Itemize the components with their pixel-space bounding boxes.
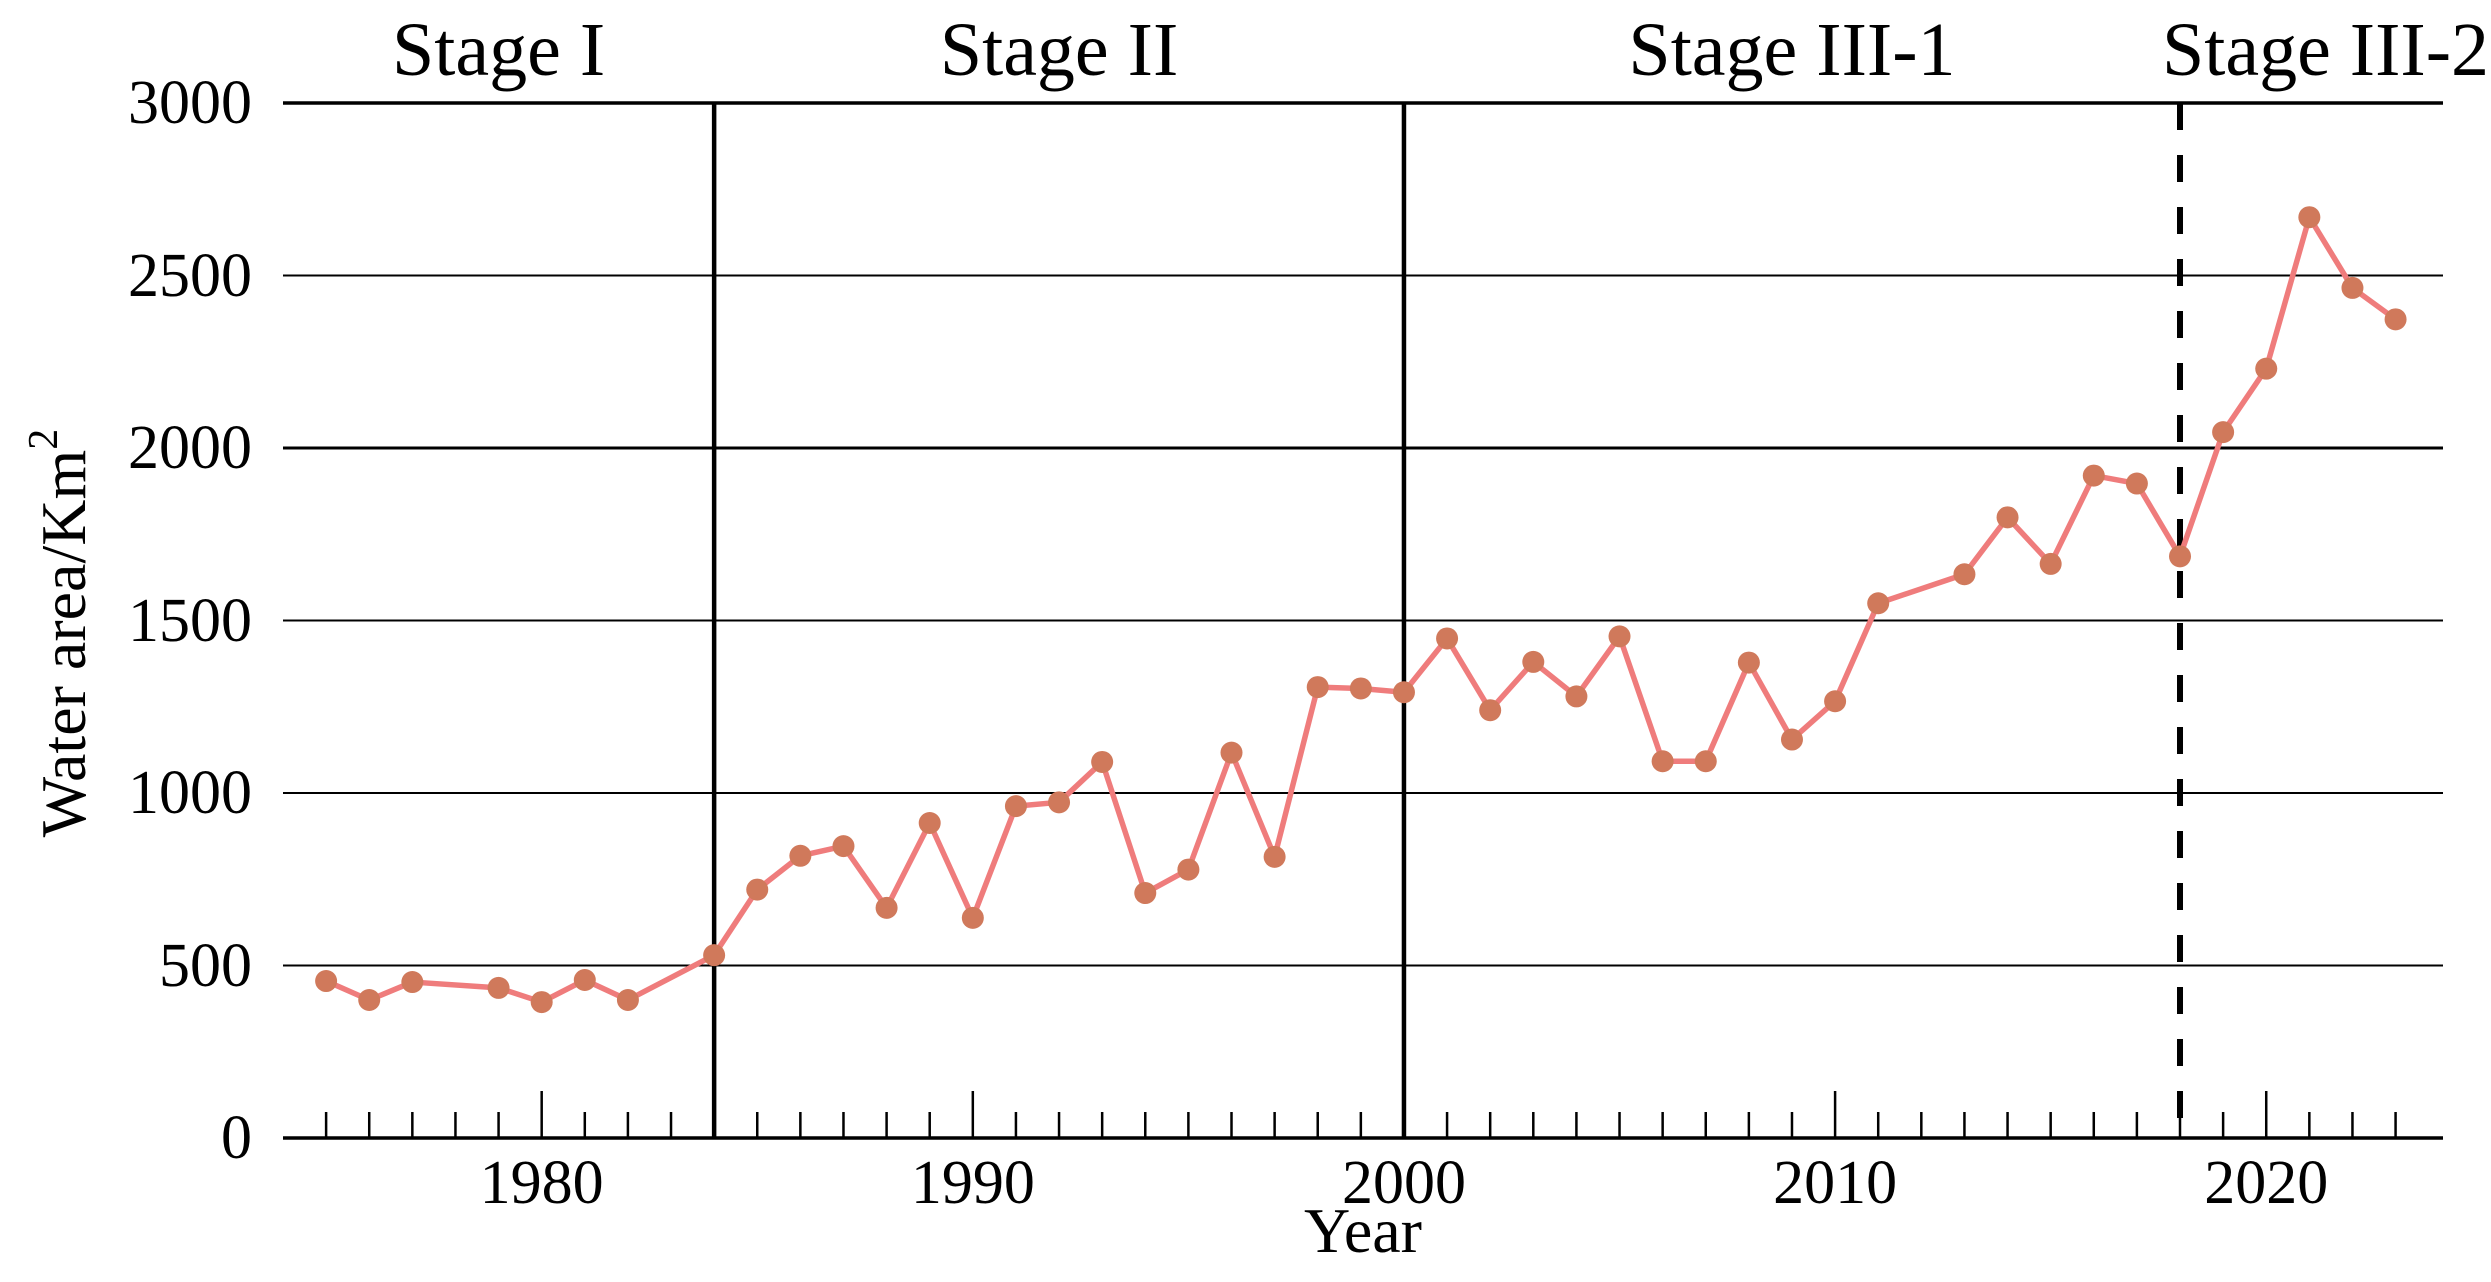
x-tick-label-1980: 1980 (479, 1149, 604, 1217)
data-point-2010 (1824, 690, 1847, 713)
data-point-2023 (2384, 308, 2407, 331)
data-point-2020 (2255, 357, 2278, 380)
data-point-2016 (2082, 464, 2105, 487)
x-tick-label-2010: 2010 (1773, 1149, 1898, 1217)
data-point-2011 (1867, 592, 1890, 615)
x-tick-label-2020: 2020 (2204, 1149, 2329, 1217)
data-line (323, 214, 2399, 1005)
x-tick-label-2000: 2000 (1341, 1149, 1466, 1217)
data-point-2004 (1565, 685, 1588, 708)
data-point-1992 (1048, 791, 1071, 814)
data-point-2007 (1694, 750, 1717, 773)
y-axis-title: Water area/Km2 (21, 253, 99, 1013)
stage-label-4: Stage III-2 (2161, 8, 2490, 92)
stage-label-3: Stage III-1 (1628, 8, 1956, 92)
data-point-1982 (616, 989, 639, 1011)
y-tick-label-2500: 2500 (128, 241, 252, 310)
data-point-1981 (573, 968, 596, 991)
data-point-2006 (1651, 750, 1674, 773)
data-point-1997 (1263, 845, 1286, 868)
y-tick-label-1500: 1500 (128, 586, 252, 655)
y-tick-label-1000: 1000 (128, 759, 252, 827)
data-point-1991 (1004, 795, 1027, 818)
data-point-2014 (1996, 506, 2019, 529)
y-axis-title-superscript: 2 (21, 428, 67, 450)
data-point-1995 (1177, 858, 1200, 881)
data-point-2021 (2298, 206, 2321, 229)
data-point-1996 (1220, 741, 1243, 764)
data-point-1980 (530, 991, 553, 1014)
y-tick-label-2000: 2000 (128, 414, 252, 482)
data-point-2008 (1737, 651, 1760, 674)
data-point-1986 (789, 844, 812, 867)
data-point-1993 (1091, 750, 1114, 773)
data-point-1985 (746, 878, 769, 901)
data-point-2003 (1522, 650, 1545, 673)
data-point-1984 (703, 944, 726, 967)
data-point-1989 (918, 812, 941, 835)
data-point-2013 (1953, 563, 1976, 586)
data-point-2000 (1392, 681, 1415, 704)
data-point-1994 (1134, 882, 1157, 905)
data-point-2001 (1436, 627, 1459, 650)
y-axis-title-text: Water area/Km (28, 449, 99, 838)
data-point-1976 (358, 989, 381, 1011)
data-point-1987 (832, 835, 855, 858)
data-point-2002 (1479, 699, 1502, 722)
data-point-2015 (2039, 552, 2062, 575)
data-point-1975 (315, 970, 338, 993)
y-tick-label-3000: 3000 (128, 69, 252, 137)
stage-label-1: Stage I (391, 8, 606, 92)
stage-label-2: Stage II (939, 8, 1179, 92)
data-point-2005 (1608, 625, 1631, 648)
data-point-1999 (1349, 677, 1372, 700)
data-point-1979 (487, 976, 510, 999)
data-point-2018 (2169, 545, 2192, 568)
data-point-1988 (875, 896, 898, 919)
y-tick-label-0: 0 (221, 1104, 252, 1172)
y-tick-label-500: 500 (159, 931, 252, 1000)
data-point-1990 (961, 906, 984, 929)
data-point-2022 (2341, 276, 2364, 299)
data-point-1998 (1306, 676, 1329, 699)
data-point-2009 (1780, 728, 1803, 751)
data-point-2019 (2212, 421, 2235, 444)
data-point-2017 (2125, 472, 2148, 495)
x-axis-title: Year (1304, 1195, 1422, 1266)
data-point-1977 (401, 971, 424, 994)
x-tick-label-1990: 1990 (910, 1149, 1035, 1217)
